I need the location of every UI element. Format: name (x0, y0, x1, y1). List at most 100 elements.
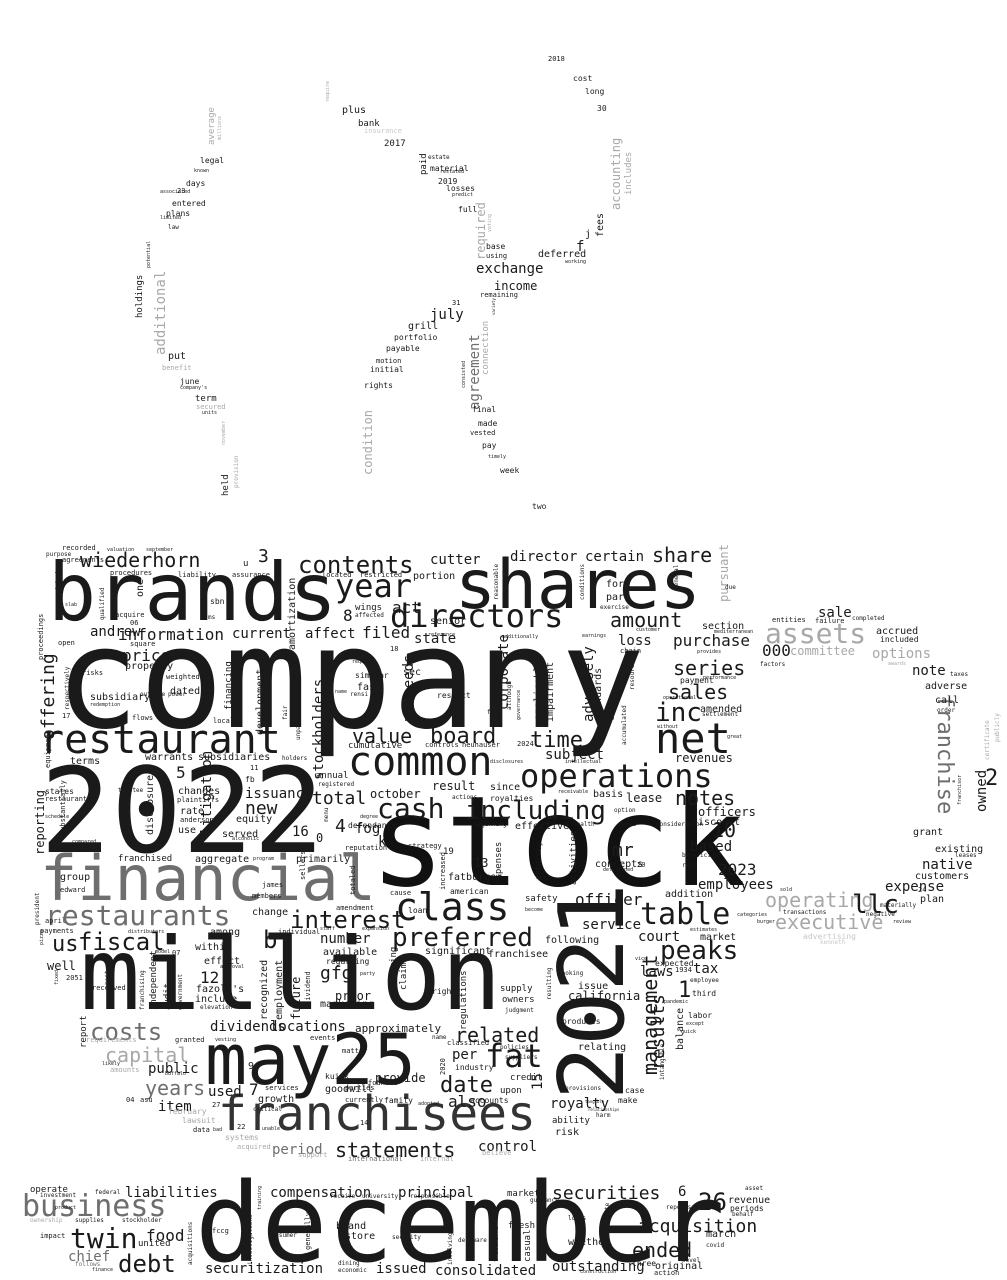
cloud-word: associated (160, 189, 191, 195)
cloud-word: part (606, 592, 631, 603)
cloud-word: claims (399, 957, 409, 990)
cloud-word: 2017 (384, 139, 406, 149)
cloud-word: remaining (480, 291, 518, 299)
cloud-word: california (568, 989, 641, 1003)
cloud-word: registered (318, 781, 355, 788)
cloud-word: current (232, 626, 292, 642)
cloud-word: franchisor (957, 774, 963, 805)
cloud-word: k (378, 834, 387, 850)
cloud-word: quick (681, 1029, 697, 1035)
cloud-word: certain (585, 549, 645, 565)
cloud-word: 11 (250, 764, 259, 772)
cloud-word: without (657, 724, 679, 730)
cloud-word: legal (200, 156, 225, 165)
cloud-word: involving (447, 1232, 454, 1265)
cloud-word: assets (765, 617, 867, 650)
cloud-word: debt (118, 1250, 176, 1278)
cloud-word: working (565, 259, 587, 265)
cloud-word: fees (595, 212, 606, 237)
cloud-word: franchising (139, 970, 146, 1010)
cloud-word: mediterranean (714, 629, 754, 635)
cloud-word: locations (270, 1019, 346, 1035)
cloud-word: insurance (364, 127, 402, 135)
cloud-word: expense (885, 879, 945, 895)
cloud-word: recorded (62, 544, 96, 552)
cloud-word: original (655, 1261, 704, 1272)
cloud-word: similar (355, 671, 389, 680)
cloud-word: product (55, 1205, 77, 1211)
cloud-word: act (392, 598, 421, 617)
cloud-word: fb (245, 775, 255, 784)
cloud-word: states (45, 787, 74, 796)
cloud-word: located (322, 571, 352, 579)
cloud-word: qualified (99, 587, 106, 620)
cloud-word: millions (217, 115, 223, 140)
cloud-word: requirements (86, 1036, 137, 1044)
cloud-word: consideration (656, 821, 703, 828)
cloud-word: completed (852, 615, 885, 622)
cloud-word: prior (335, 989, 372, 1003)
cloud-word: 23 (177, 187, 186, 195)
cloud-word: accrued (876, 626, 919, 637)
cloud-word: schedule (45, 814, 70, 820)
cloud-word: founded (368, 1079, 398, 1087)
cloud-word: group (60, 872, 91, 883)
cloud-word: discount (692, 817, 741, 828)
cloud-word: real (682, 862, 697, 869)
cloud-word: negative (866, 911, 895, 918)
cloud-word: entered (172, 199, 206, 208)
cloud-word: plaintiffs (177, 796, 220, 804)
cloud-word: rensi (350, 691, 369, 698)
cloud-word: acquisitions (187, 1221, 194, 1265)
cloud-word: parties (345, 1084, 375, 1092)
cloud-word: law (168, 224, 179, 231)
cloud-word: name (335, 689, 348, 695)
cloud-word: impact (40, 1232, 66, 1240)
cloud-word: units (202, 410, 218, 416)
cloud-word: agreement (467, 334, 483, 410)
cloud-word: accounts (470, 1096, 509, 1105)
cloud-word: disclosure (145, 774, 156, 835)
cloud-word: series (673, 656, 746, 680)
cloud-word: amortization (287, 577, 298, 650)
cloud-word: fat (485, 1037, 543, 1075)
cloud-word: sales (668, 680, 729, 704)
cloud-word: employees (698, 877, 774, 893)
cloud-word: delaware (458, 1237, 487, 1244)
cloud-word: class (395, 885, 510, 929)
cloud-word: periods (730, 1204, 764, 1213)
cloud-word: asu (140, 1096, 153, 1104)
cloud-word: 22 (237, 1123, 246, 1131)
cloud-word: compared (72, 839, 97, 845)
cloud-word: advertising (803, 932, 856, 941)
cloud-word: august (609, 698, 616, 720)
cloud-word: industry (455, 1063, 494, 1072)
cloud-word: 000 (762, 641, 791, 660)
cloud-word: 06 (130, 619, 139, 627)
cloud-word: effective (515, 821, 570, 832)
cloud-word: table (640, 897, 731, 932)
cloud-word: intellectual (565, 759, 602, 765)
cloud-word: flows (132, 714, 154, 722)
cloud-word: customers (915, 871, 970, 882)
cloud-word: initial (370, 365, 404, 374)
cloud-word: concepts (595, 859, 644, 870)
cloud-word: interest (290, 906, 406, 934)
cloud-word: require (325, 80, 331, 102)
cloud-word: labor (688, 1011, 713, 1020)
cloud-word: price (122, 646, 171, 665)
cloud-word: week (500, 466, 520, 475)
cloud-word: connection (481, 320, 491, 375)
cloud-word: lawsuit (182, 1116, 216, 1125)
cloud-word: leases (955, 852, 977, 859)
cloud-word: controls (425, 741, 459, 749)
cloud-word: sellers (299, 850, 307, 880)
cloud-word: international (348, 1155, 403, 1163)
cloud-word: training (257, 1185, 263, 1210)
cloud-word: held (221, 474, 231, 496)
cloud-word: revenues (675, 751, 733, 765)
cloud-word: variety (491, 298, 496, 315)
cloud-word: officer (575, 890, 643, 909)
cloud-word: distributors (128, 929, 165, 935)
cloud-word: loans (568, 1215, 587, 1222)
